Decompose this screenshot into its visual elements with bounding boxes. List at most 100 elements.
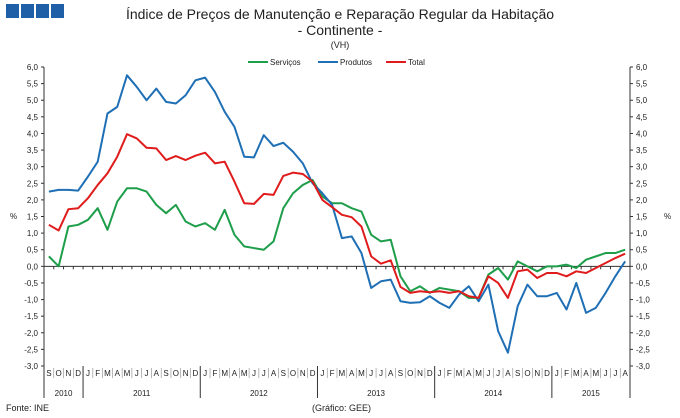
- month-label: O: [56, 369, 62, 378]
- month-label: M: [475, 369, 482, 378]
- source-note: Fonte: INE: [6, 403, 50, 413]
- y-axis-label-left: %: [10, 212, 17, 221]
- month-label: J: [86, 369, 90, 378]
- month-label: A: [505, 369, 511, 378]
- month-label: D: [192, 369, 198, 378]
- month-label: A: [466, 369, 472, 378]
- y-tick-label-right: 3,0: [636, 163, 648, 172]
- month-label: A: [154, 369, 160, 378]
- y-tick-label-left: -1,5: [24, 312, 38, 321]
- y-tick-label-right: 6,0: [636, 63, 648, 72]
- month-label: S: [398, 369, 403, 378]
- year-label: 2011: [133, 389, 151, 398]
- month-label: N: [183, 369, 189, 378]
- y-tick-label-right: 5,0: [636, 96, 648, 105]
- y-tick-label-right: 0,5: [636, 246, 648, 255]
- y-tick-label-left: 1,0: [27, 229, 39, 238]
- series-line-produtos: [48, 74, 626, 354]
- y-tick-label-left: 1,5: [27, 213, 39, 222]
- month-label: N: [534, 369, 540, 378]
- y-axis-label-right: %: [664, 212, 671, 221]
- month-label: M: [124, 369, 131, 378]
- logo-square-icon: [51, 4, 64, 18]
- y-tick-label-right: -0,5: [636, 279, 650, 288]
- month-label: O: [524, 369, 530, 378]
- month-label: M: [104, 369, 111, 378]
- y-tick-label-left: -0,5: [24, 279, 38, 288]
- y-tick-label-left: -1,0: [24, 296, 38, 305]
- credit-note: (Gráfico: GEE): [312, 403, 372, 413]
- y-tick-label-left: -3,0: [24, 362, 38, 371]
- legend-label: Total: [408, 58, 425, 67]
- month-label: J: [252, 369, 256, 378]
- month-label: O: [173, 369, 179, 378]
- month-label: M: [456, 369, 463, 378]
- month-label: F: [95, 369, 100, 378]
- month-label: J: [203, 369, 207, 378]
- month-label: J: [320, 369, 324, 378]
- y-tick-label-left: 5,0: [27, 96, 39, 105]
- month-label: S: [46, 369, 51, 378]
- month-label: M: [339, 369, 346, 378]
- month-label: J: [604, 369, 608, 378]
- month-label: J: [496, 369, 500, 378]
- month-label: D: [427, 369, 433, 378]
- y-tick-label-right: 4,5: [636, 113, 648, 122]
- month-label: D: [544, 369, 550, 378]
- y-tick-label-left: 2,0: [27, 196, 39, 205]
- y-tick-label-left: 2,5: [27, 179, 39, 188]
- month-label: D: [75, 369, 81, 378]
- month-label: N: [66, 369, 72, 378]
- year-label: 2015: [582, 389, 600, 398]
- month-label: J: [438, 369, 442, 378]
- y-tick-label-right: 5,5: [636, 80, 648, 89]
- y-tick-label-right: 0,0: [636, 262, 648, 271]
- month-label: A: [115, 369, 121, 378]
- month-label: F: [330, 369, 335, 378]
- year-label: 2010: [55, 389, 73, 398]
- legend-label: Produtos: [340, 58, 372, 67]
- month-label: J: [145, 369, 149, 378]
- chart-unit: (VH): [330, 40, 350, 50]
- y-tick-label-right: -1,0: [636, 296, 650, 305]
- series-line-total: [48, 133, 626, 299]
- y-tick-label-right: -1,5: [636, 312, 650, 321]
- y-tick-label-left: 6,0: [27, 63, 39, 72]
- month-label: A: [388, 369, 394, 378]
- month-label: J: [555, 369, 559, 378]
- y-tick-label-left: 4,0: [27, 129, 39, 138]
- month-label: J: [262, 369, 266, 378]
- month-label: M: [221, 369, 228, 378]
- chart-subtitle: - Continente -: [297, 22, 383, 38]
- month-label: S: [163, 369, 168, 378]
- y-tick-label-left: 3,5: [27, 146, 39, 155]
- y-tick-label-right: 4,0: [636, 129, 648, 138]
- month-label: N: [417, 369, 423, 378]
- month-label: M: [592, 369, 599, 378]
- y-tick-label-left: 0,5: [27, 246, 39, 255]
- month-label: D: [310, 369, 316, 378]
- logo-square-icon: [21, 4, 34, 18]
- y-tick-label-right: -2,0: [636, 329, 650, 338]
- month-label: S: [281, 369, 286, 378]
- legend-label: Serviços: [270, 58, 301, 67]
- month-label: O: [407, 369, 413, 378]
- month-label: J: [613, 369, 617, 378]
- y-tick-label-right: 2,0: [636, 196, 648, 205]
- month-label: A: [583, 369, 589, 378]
- logo-square-icon: [36, 4, 49, 18]
- month-label: A: [271, 369, 277, 378]
- y-tick-label-right: 2,5: [636, 179, 648, 188]
- month-label: O: [290, 369, 296, 378]
- y-tick-label-left: -2,0: [24, 329, 38, 338]
- year-label: 2014: [484, 389, 502, 398]
- month-label: J: [135, 369, 139, 378]
- month-label: M: [241, 369, 248, 378]
- y-tick-label-left: 0,0: [27, 262, 39, 271]
- month-label: J: [379, 369, 383, 378]
- year-label: 2012: [250, 389, 268, 398]
- month-label: F: [447, 369, 452, 378]
- month-label: M: [573, 369, 580, 378]
- y-tick-label-right: 1,5: [636, 213, 648, 222]
